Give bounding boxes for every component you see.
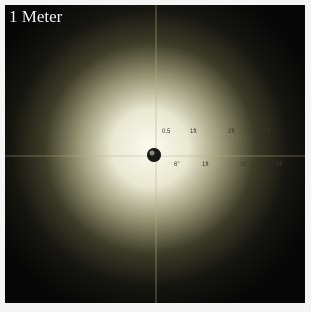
distance-label: 1ft (202, 162, 209, 168)
distance-label: 1ft (190, 129, 197, 135)
center-spot (147, 148, 161, 162)
distance-label: 3ft (276, 162, 283, 168)
caption: 1 Meter (9, 7, 63, 26)
distance-label: 2ft (240, 162, 247, 168)
center-spot-highlight (150, 151, 155, 156)
distance-label: 3ft (264, 129, 271, 135)
distance-label: 0.5 (162, 129, 171, 135)
photo-frame: 1 Meter 0.5 1ft 2ft 3ft 6" 1ft 2ft 3ft (0, 0, 311, 312)
distance-label: 6" (174, 162, 179, 168)
distance-label: 2ft (228, 129, 235, 135)
